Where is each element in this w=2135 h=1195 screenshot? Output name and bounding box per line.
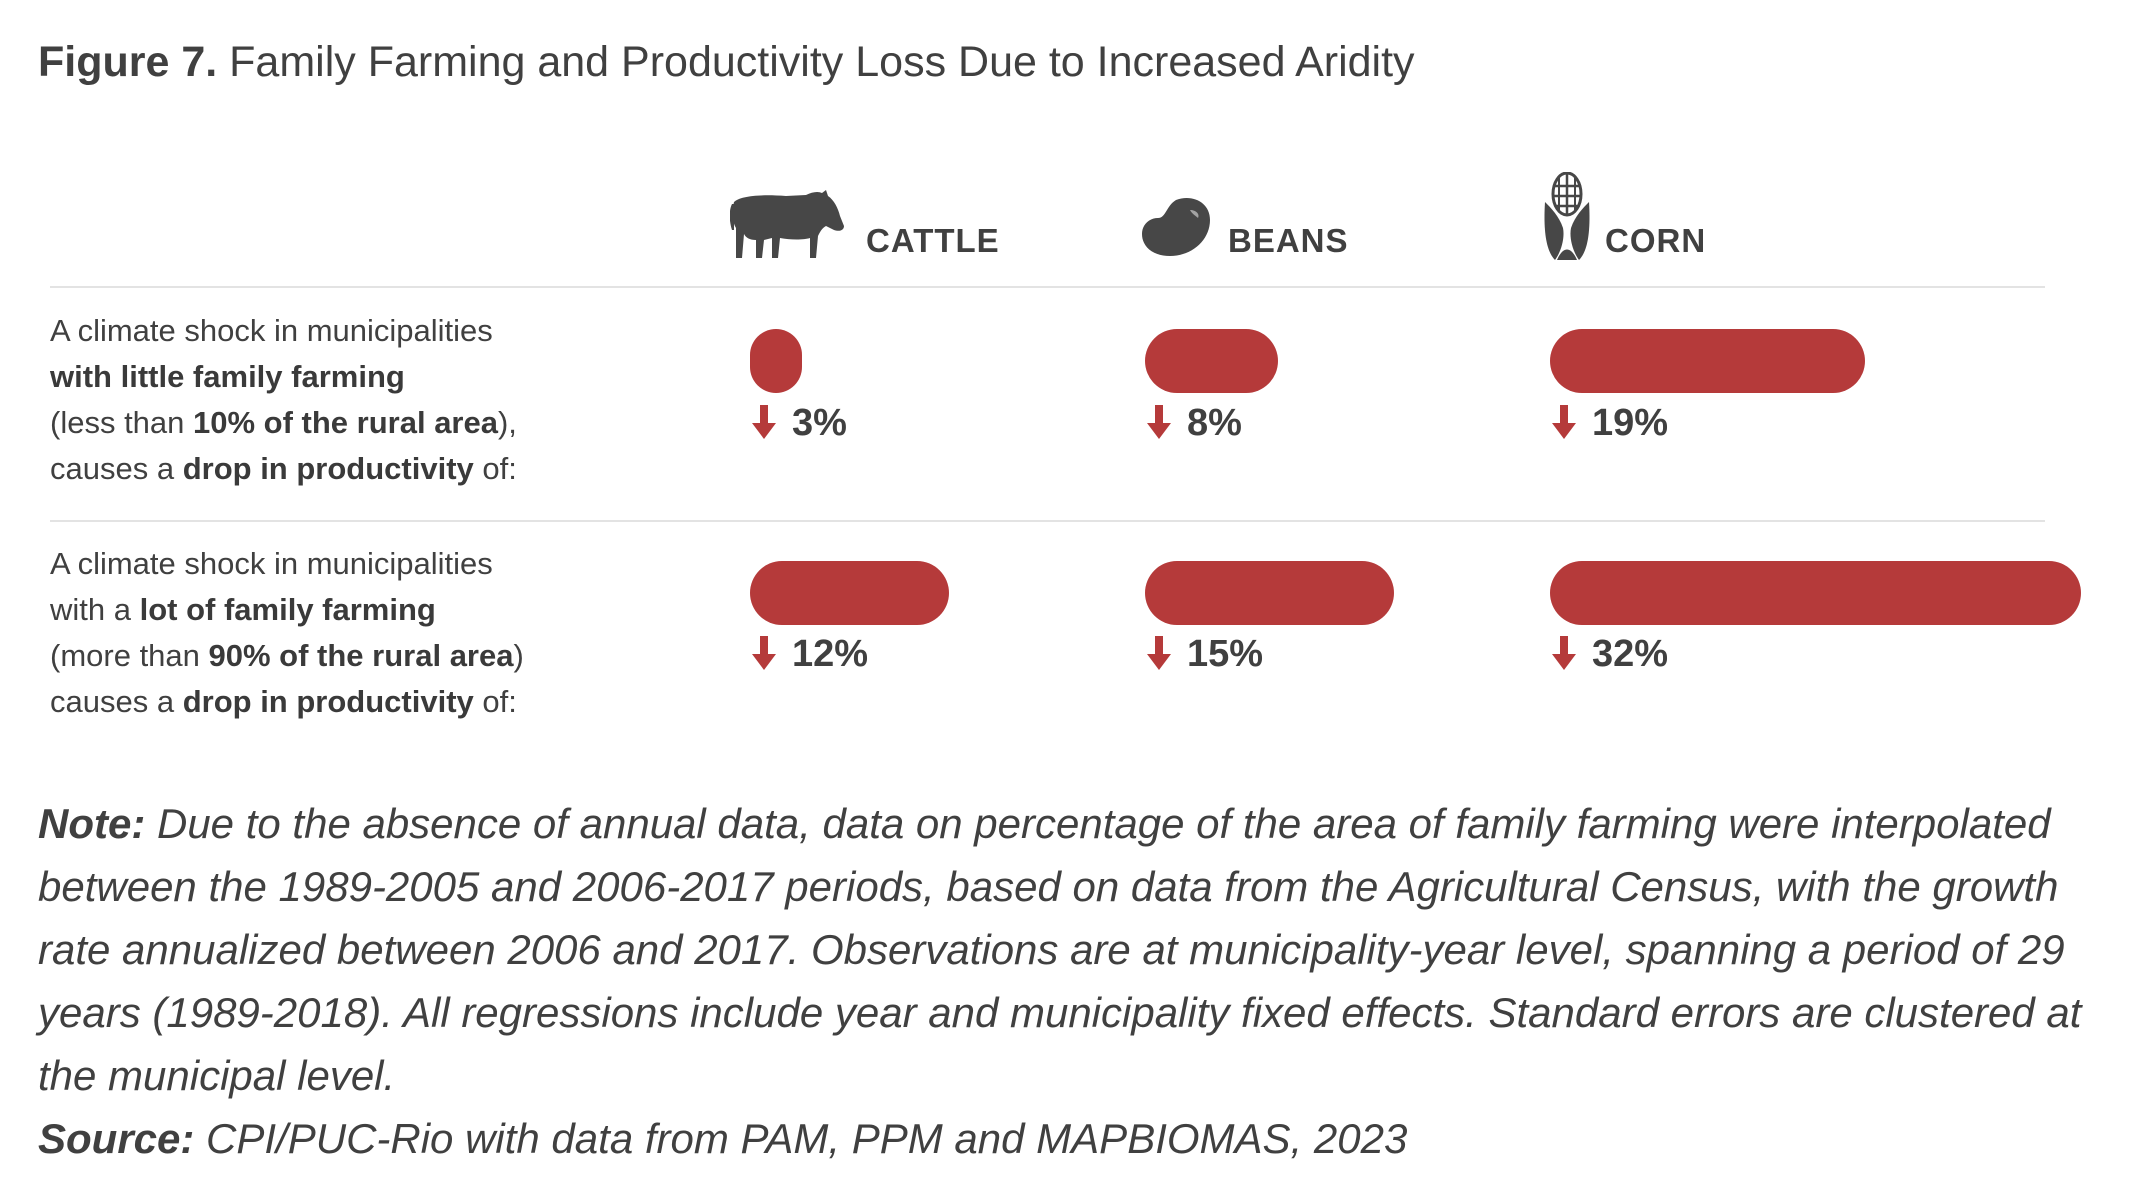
figure-title-text: Family Farming and Productivity Loss Due… [229, 38, 1415, 86]
down-arrow-icon [752, 405, 776, 439]
value-label-beans-row-2: 15% [1145, 633, 1263, 676]
row-label-line: causes a drop in productivity of: [50, 451, 517, 486]
value-label-corn-row-2: 32% [1550, 633, 1668, 676]
divider-line [50, 520, 2045, 522]
value-text: 8% [1187, 402, 1242, 444]
down-arrow-icon [1552, 636, 1576, 670]
row-label-line: (more than 90% of the rural area) [50, 638, 524, 673]
bar-cattle-row-1 [750, 329, 802, 393]
value-text: 12% [792, 633, 869, 675]
row-label-line: with little family farming [50, 359, 405, 394]
source-text: Source: CPI/PUC-Rio with data from PAM, … [38, 1115, 1408, 1162]
figure-label: Figure 7. [38, 38, 218, 86]
value-label-beans-row-1: 8% [1145, 402, 1242, 445]
note-text: Note: Due to the absence of annual data,… [38, 800, 2082, 1099]
down-arrow-icon [1552, 405, 1576, 439]
row-label-line: with a lot of family farming [50, 592, 436, 627]
bar-corn-row-2 [1550, 561, 2082, 625]
value-text: 3% [792, 402, 847, 444]
bar-beans-row-2 [1145, 561, 1394, 625]
value-label-cattle-row-1: 3% [750, 402, 847, 445]
divider-line [50, 286, 2045, 288]
down-arrow-icon [1147, 405, 1171, 439]
row-label-line: causes a drop in productivity of: [50, 684, 517, 719]
down-arrow-icon [1147, 636, 1171, 670]
note-block: Note: Due to the absence of annual data,… [38, 792, 2108, 1170]
bar-corn-row-1 [1550, 329, 1866, 393]
value-text: 32% [1592, 633, 1669, 675]
bar-cattle-row-2 [750, 561, 950, 625]
column-header-corn: CORN [1605, 222, 1707, 259]
down-arrow-icon [752, 636, 776, 670]
value-text: 15% [1187, 633, 1264, 675]
bean-icon [1142, 198, 1210, 256]
column-header-cattle: CATTLE [866, 222, 1000, 259]
column-header-beans: BEANS [1228, 222, 1349, 259]
bar-beans-row-1 [1145, 329, 1278, 393]
source-label: Source: [38, 1115, 195, 1162]
row-label-little-family-farming: A climate shock in municipalities with l… [50, 308, 690, 492]
figure-title: Figure 7. Family Farming and Productivit… [38, 38, 1415, 87]
row-label-lot-family-farming: A climate shock in municipalities with a… [50, 541, 690, 725]
note-label: Note: [38, 800, 146, 847]
corn-icon [1544, 172, 1590, 260]
value-text: 19% [1592, 402, 1669, 444]
row-label-line: A climate shock in municipalities [50, 313, 493, 348]
value-label-corn-row-1: 19% [1550, 402, 1668, 445]
row-label-line: A climate shock in municipalities [50, 546, 493, 581]
cow-icon [730, 190, 844, 258]
row-label-line: (less than 10% of the rural area), [50, 405, 517, 440]
value-label-cattle-row-2: 12% [750, 633, 868, 676]
